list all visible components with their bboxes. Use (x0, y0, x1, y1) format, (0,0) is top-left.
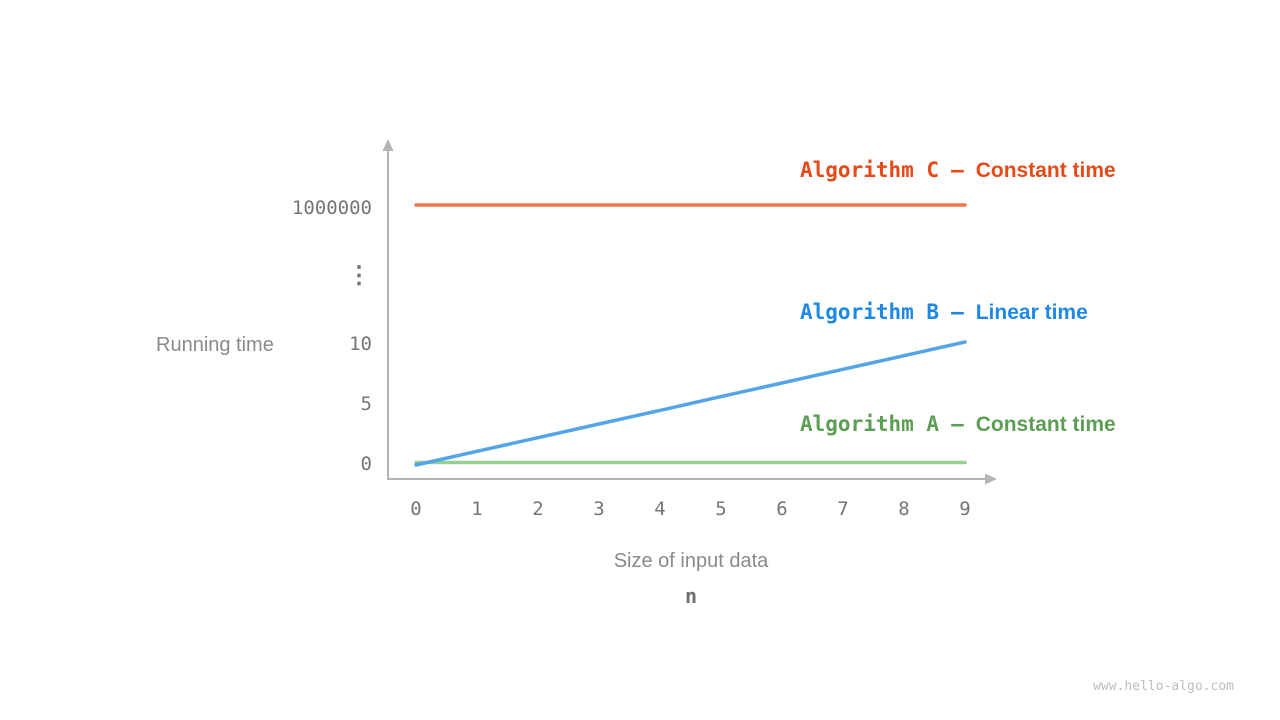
series-line-algorithm-b (414, 340, 967, 467)
legend-dash-a: — (951, 412, 964, 436)
legend-series-name-a: Algorithm A (800, 412, 940, 436)
legend-dash-b: — (951, 300, 964, 324)
legend-series-desc-c: Constant time (975, 159, 1116, 182)
x-tick-label: 7 (837, 498, 849, 520)
legend-series-desc-a: Constant time (975, 413, 1116, 436)
x-tick-label: 9 (959, 498, 971, 520)
legend-item-algorithm-c: Algorithm C — Constant time (800, 158, 1116, 183)
legend-series-desc-b: Linear time (975, 301, 1088, 324)
y-tick-label: 0 (360, 453, 372, 475)
x-axis-title: Size of input data (613, 550, 769, 572)
x-tick-label: 1 (471, 498, 483, 520)
x-tick-label: 0 (410, 498, 422, 520)
x-axis-symbol: n (684, 584, 698, 608)
legend-item-algorithm-a: Algorithm A — Constant time (800, 412, 1116, 437)
y-axis-break-icon: ⋮ (347, 261, 372, 289)
x-tick-label: 6 (776, 498, 788, 520)
x-tick-label: 5 (715, 498, 727, 520)
y-axis-title: Running time (156, 334, 274, 356)
y-tick-label: 1000000 (291, 197, 372, 219)
x-axis-arrow-icon (985, 473, 997, 485)
site-watermark: www.hello-algo.com (1093, 679, 1234, 694)
legend-item-algorithm-b: Algorithm B — Linear time (800, 300, 1088, 325)
x-tick-label: 3 (593, 498, 605, 520)
y-tick-label: 10 (349, 333, 372, 355)
x-tick-label: 4 (654, 498, 666, 520)
legend-series-name-c: Algorithm C (800, 158, 940, 182)
x-tick-label: 2 (532, 498, 544, 520)
y-tick-label: 5 (360, 393, 372, 415)
legend-series-name-b: Algorithm B (800, 300, 940, 324)
y-axis-arrow-icon (382, 139, 394, 151)
legend-dash-c: — (951, 158, 964, 182)
x-tick-label: 8 (898, 498, 910, 520)
